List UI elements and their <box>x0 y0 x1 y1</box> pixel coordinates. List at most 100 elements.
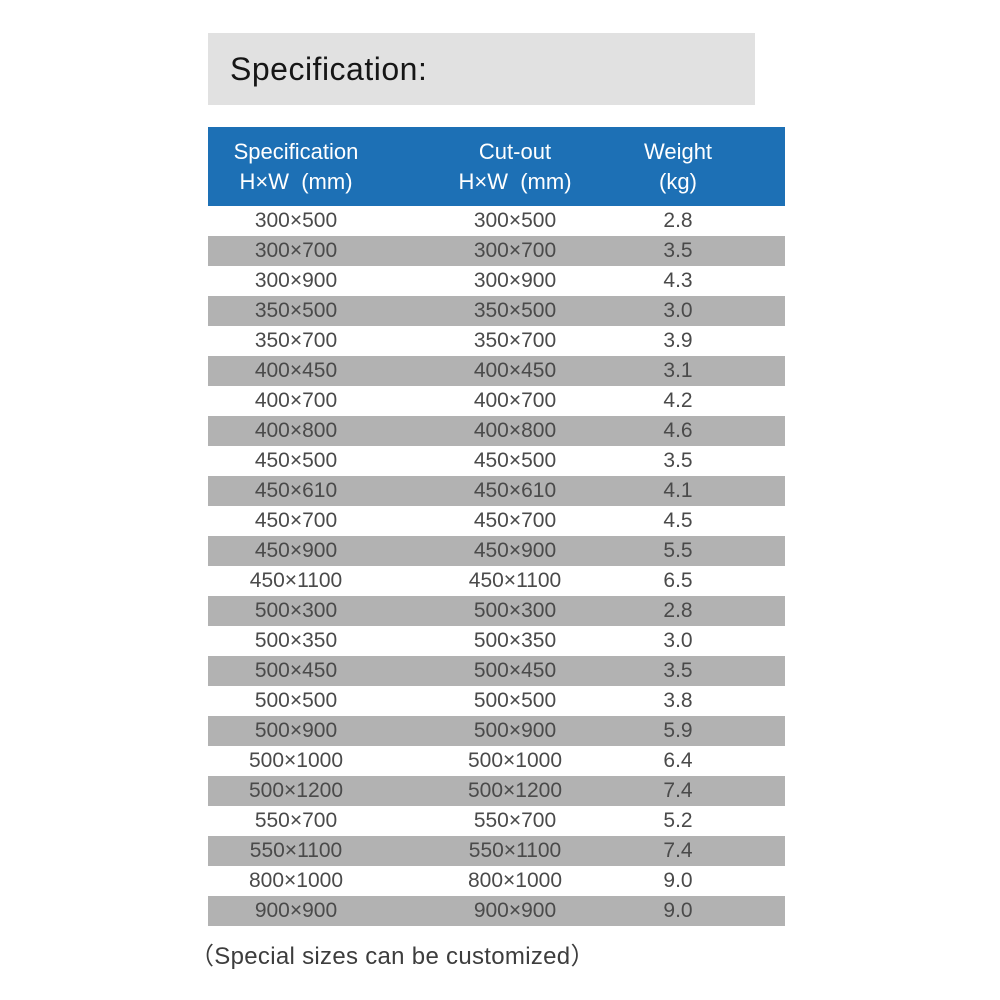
weight-cell: 4.2 <box>663 389 693 412</box>
spec-cell: 450×1100 <box>249 569 343 592</box>
weight-cell: 3.5 <box>663 659 693 682</box>
table-row: 350×700 350×700 3.9 <box>208 326 785 356</box>
spec-cell: 300×700 <box>254 239 338 262</box>
cutout-cell: 450×1100 <box>468 569 562 592</box>
table-row: 800×1000 800×1000 9.0 <box>208 866 785 896</box>
table-row: 500×300 500×300 2.8 <box>208 596 785 626</box>
cutout-cell: 500×1000 <box>467 749 563 772</box>
spec-cell: 500×1200 <box>248 779 344 802</box>
table-body: 300×500 300×500 2.8 300×700 300×700 3.5 300×90… <box>208 206 785 926</box>
spec-cell: 900×900 <box>254 899 338 922</box>
spec-cell: 800×1000 <box>248 869 344 892</box>
spec-cell: 400×800 <box>254 419 338 442</box>
weight-cell: 2.8 <box>663 209 693 232</box>
spec-cell: 550×700 <box>254 809 338 832</box>
cutout-cell: 400×450 <box>473 359 557 382</box>
cutout-cell: 350×700 <box>473 329 557 352</box>
cutout-cell: 550×1100 <box>468 839 562 862</box>
cutout-cell: 450×500 <box>473 449 557 472</box>
table-row: 500×350 500×350 3.0 <box>208 626 785 656</box>
table-row: 500×450 500×450 3.5 <box>208 656 785 686</box>
weight-cell: 7.4 <box>663 839 693 862</box>
table-row: 450×700 450×700 4.5 <box>208 506 785 536</box>
weight-cell: 3.5 <box>663 239 693 262</box>
table-row: 450×500 450×500 3.5 <box>208 446 785 476</box>
spec-cell: 350×500 <box>254 299 338 322</box>
weight-cell: 6.4 <box>663 749 693 772</box>
table-row: 550×700 550×700 5.2 <box>208 806 785 836</box>
weight-cell: 9.0 <box>663 899 693 922</box>
cutout-cell: 900×900 <box>473 899 557 922</box>
table-row: 400×700 400×700 4.2 <box>208 386 785 416</box>
column-header-0: Specification H×W (mm) <box>208 137 384 197</box>
column-header-line1: Specification <box>233 138 359 164</box>
cutout-cell: 450×700 <box>473 509 557 532</box>
table-row: 350×500 350×500 3.0 <box>208 296 785 326</box>
spec-cell: 400×700 <box>254 389 338 412</box>
spec-cell: 500×350 <box>254 629 338 652</box>
column-header-1: Cut-out H×W (mm) <box>384 137 646 197</box>
spec-cell: 500×1000 <box>248 749 344 772</box>
cutout-cell: 550×700 <box>473 809 557 832</box>
table-row: 500×900 500×900 5.9 <box>208 716 785 746</box>
table-row: 450×1100 450×1100 6.5 <box>208 566 785 596</box>
cutout-cell: 300×500 <box>473 209 557 232</box>
weight-cell: 3.0 <box>663 299 693 322</box>
spec-cell: 450×900 <box>254 539 338 562</box>
spec-cell: 350×700 <box>254 329 338 352</box>
weight-cell: 4.3 <box>663 269 693 292</box>
title-band: Specification: <box>208 33 755 105</box>
spec-cell: 450×610 <box>254 479 338 502</box>
cutout-cell: 450×900 <box>473 539 557 562</box>
weight-cell: 4.6 <box>663 419 693 442</box>
table-row: 450×610 450×610 4.1 <box>208 476 785 506</box>
spec-cell: 550×1100 <box>249 839 343 862</box>
cutout-cell: 500×1200 <box>467 779 563 802</box>
weight-cell: 9.0 <box>663 869 693 892</box>
spec-cell: 450×700 <box>254 509 338 532</box>
cutout-cell: 350×500 <box>473 299 557 322</box>
spec-cell: 500×900 <box>254 719 338 742</box>
weight-cell: 2.8 <box>663 599 693 622</box>
weight-cell: 3.9 <box>663 329 693 352</box>
weight-cell: 3.1 <box>663 359 693 382</box>
cutout-cell: 500×900 <box>473 719 557 742</box>
weight-cell: 5.5 <box>663 539 693 562</box>
spec-cell: 500×500 <box>254 689 338 712</box>
weight-cell: 3.8 <box>663 689 693 712</box>
weight-cell: 6.5 <box>663 569 693 592</box>
weight-cell: 5.2 <box>663 809 693 832</box>
cutout-cell: 450×610 <box>473 479 557 502</box>
table-row: 500×1200 500×1200 7.4 <box>208 776 785 806</box>
table-row: 900×900 900×900 9.0 <box>208 896 785 926</box>
weight-cell: 7.4 <box>663 779 693 802</box>
table-header-row: Specification H×W (mm) Cut-out H×W (mm) Weig… <box>208 127 785 206</box>
weight-cell: 5.9 <box>663 719 693 742</box>
spec-cell: 500×300 <box>254 599 338 622</box>
table-row: 550×1100 550×1100 7.4 <box>208 836 785 866</box>
table-row: 400×800 400×800 4.6 <box>208 416 785 446</box>
cutout-cell: 500×500 <box>473 689 557 712</box>
cutout-cell: 500×300 <box>473 599 557 622</box>
spec-cell: 500×450 <box>254 659 338 682</box>
column-header-line1: Weight <box>643 138 713 164</box>
column-header-2: Weight (kg) <box>643 137 713 197</box>
spec-cell: 450×500 <box>254 449 338 472</box>
cutout-cell: 400×700 <box>473 389 557 412</box>
cutout-cell: 500×350 <box>473 629 557 652</box>
column-header-line2: H×W (mm) <box>239 168 353 194</box>
column-header-line2: (kg) <box>659 168 697 194</box>
cutout-cell: 500×450 <box>473 659 557 682</box>
table-row: 300×500 300×500 2.8 <box>208 206 785 236</box>
table-row: 400×450 400×450 3.1 <box>208 356 785 386</box>
table-row: 300×900 300×900 4.3 <box>208 266 785 296</box>
weight-cell: 4.5 <box>663 509 693 532</box>
weight-cell: 3.0 <box>663 629 693 652</box>
column-header-line2: H×W (mm) <box>458 168 572 194</box>
table-row: 450×900 450×900 5.5 <box>208 536 785 566</box>
spec-cell: 300×900 <box>254 269 338 292</box>
page-title: Specification: <box>230 50 428 87</box>
specification-table: Specification H×W (mm) Cut-out H×W (mm) Weig… <box>208 127 785 926</box>
spec-cell: 300×500 <box>254 209 338 232</box>
